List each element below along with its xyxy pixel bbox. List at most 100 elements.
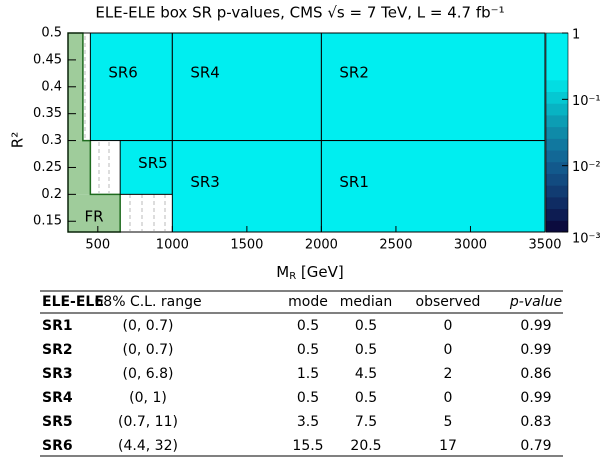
table-cell: SR4: [42, 390, 73, 406]
y-tick-label: 0.3: [41, 133, 62, 148]
table-cell: 17: [439, 438, 457, 454]
region-label: SR4: [190, 63, 220, 81]
y-tick-label: 0.15: [33, 214, 62, 229]
y-tick-label: 0.5: [41, 26, 62, 41]
plot-frame: [67, 32, 546, 233]
table-cell: (0, 1): [129, 390, 167, 406]
y-tick-label: 0.4: [41, 79, 62, 94]
colorbar-step: [546, 173, 568, 186]
table-cell: 0: [444, 390, 453, 406]
colorbar-step: [546, 33, 568, 46]
table-header: 68% C.L. range: [94, 294, 201, 310]
colorbar-step: [546, 114, 568, 128]
table-header: mode: [288, 294, 328, 310]
table-cell: 0.99: [520, 318, 551, 334]
x-tick-label: 2500: [379, 238, 412, 253]
x-tick-label: 500: [85, 238, 110, 253]
y-tick-label: 0.2: [41, 187, 62, 202]
colorbar-step: [546, 196, 568, 210]
colorbar-frame: [545, 32, 569, 233]
table-cell: SR1: [42, 318, 73, 334]
table-cell: 0.99: [520, 342, 551, 358]
table-cell: 0.5: [355, 318, 377, 334]
table-cell: SR2: [42, 342, 73, 358]
region-label: SR3: [190, 173, 220, 191]
colorbar-step: [546, 138, 568, 151]
table-cell: 5: [444, 414, 453, 430]
table-cell: 0.5: [297, 390, 319, 406]
colorbar-step: [546, 126, 568, 139]
colorbar-tick-label: 10⁻¹: [572, 94, 601, 109]
x-axis-label: MR [GeV]: [276, 263, 344, 283]
region: [320, 32, 546, 142]
colorbar-step: [546, 161, 568, 174]
table-cell: 4.5: [355, 366, 377, 382]
fr-region: [68, 194, 121, 232]
x-tick-label: 3000: [454, 238, 487, 253]
table-cell: 20.5: [350, 438, 381, 454]
table-cell: 2: [444, 366, 453, 382]
region-label: SR2: [339, 63, 369, 81]
table-cell: 0.5: [297, 342, 319, 358]
table-cell: 0.83: [520, 414, 551, 430]
region: [119, 140, 173, 195]
colorbar-step: [546, 56, 568, 69]
region-label: SR5: [138, 154, 168, 172]
y-tick-label: 0.35: [33, 106, 62, 121]
region: [320, 140, 546, 233]
table-cell: 0.86: [520, 366, 551, 382]
table-header: ELE-ELE: [42, 294, 104, 310]
colorbar-step: [546, 185, 568, 198]
colorbar-step: [546, 103, 568, 116]
table-cell: 0.5: [297, 318, 319, 334]
x-tick-label: 1500: [230, 238, 263, 253]
colorbar-step: [546, 44, 568, 57]
colorbar-step: [546, 208, 568, 221]
table-cell: (0.7, 11): [118, 414, 178, 430]
region: [171, 32, 322, 142]
colorbar-step: [546, 91, 568, 104]
table-cell: SR5: [42, 414, 73, 430]
colorbar-tick-label: 1: [572, 28, 580, 43]
region-label: SR1: [339, 173, 369, 191]
table-cell: (0, 0.7): [123, 342, 174, 358]
table-cell: 15.5: [292, 438, 323, 454]
table-cell: 0.5: [355, 342, 377, 358]
table-cell: 0.79: [520, 438, 551, 454]
fr-region: [68, 140, 91, 195]
colorbar-tick-label: 10⁻²: [572, 160, 601, 175]
colorbar-step: [546, 150, 568, 163]
table-cell: 3.5: [297, 414, 319, 430]
table-cell: 0.99: [520, 390, 551, 406]
x-tick-label: 1000: [156, 238, 189, 253]
table-cell: 7.5: [355, 414, 377, 430]
table-cell: SR6: [42, 438, 73, 454]
y-tick-label: 0.25: [33, 160, 62, 175]
colorbar-tick-label: 10⁻³: [572, 232, 601, 247]
region-label: FR: [85, 208, 104, 226]
colorbar-step: [546, 79, 568, 93]
y-axis-label: R²: [9, 132, 27, 148]
colorbar-step: [546, 220, 568, 233]
table-cell: (4.4, 32): [118, 438, 178, 454]
table-cell: 0: [444, 342, 453, 358]
chart-title: ELE-ELE box SR p-values, CMS √s = 7 TeV,…: [95, 4, 504, 22]
table-header: observed: [416, 294, 481, 310]
table-cell: 1.5: [297, 366, 319, 382]
table-cell: (0, 0.7): [123, 318, 174, 334]
region: [171, 140, 322, 233]
x-tick-label: 3500: [528, 238, 561, 253]
table-cell: 0.5: [355, 390, 377, 406]
hatching: [84, 36, 166, 231]
colorbar-step: [546, 68, 568, 81]
table-cell: SR3: [42, 366, 73, 382]
region-label: SR6: [108, 63, 138, 81]
table-header: median: [340, 294, 392, 310]
y-tick-label: 0.45: [33, 52, 62, 67]
table-cell: (0, 6.8): [123, 366, 174, 382]
x-tick-label: 2000: [305, 238, 338, 253]
region: [89, 32, 173, 142]
table-header: p-value: [509, 294, 562, 310]
table-cell: 0: [444, 318, 453, 334]
